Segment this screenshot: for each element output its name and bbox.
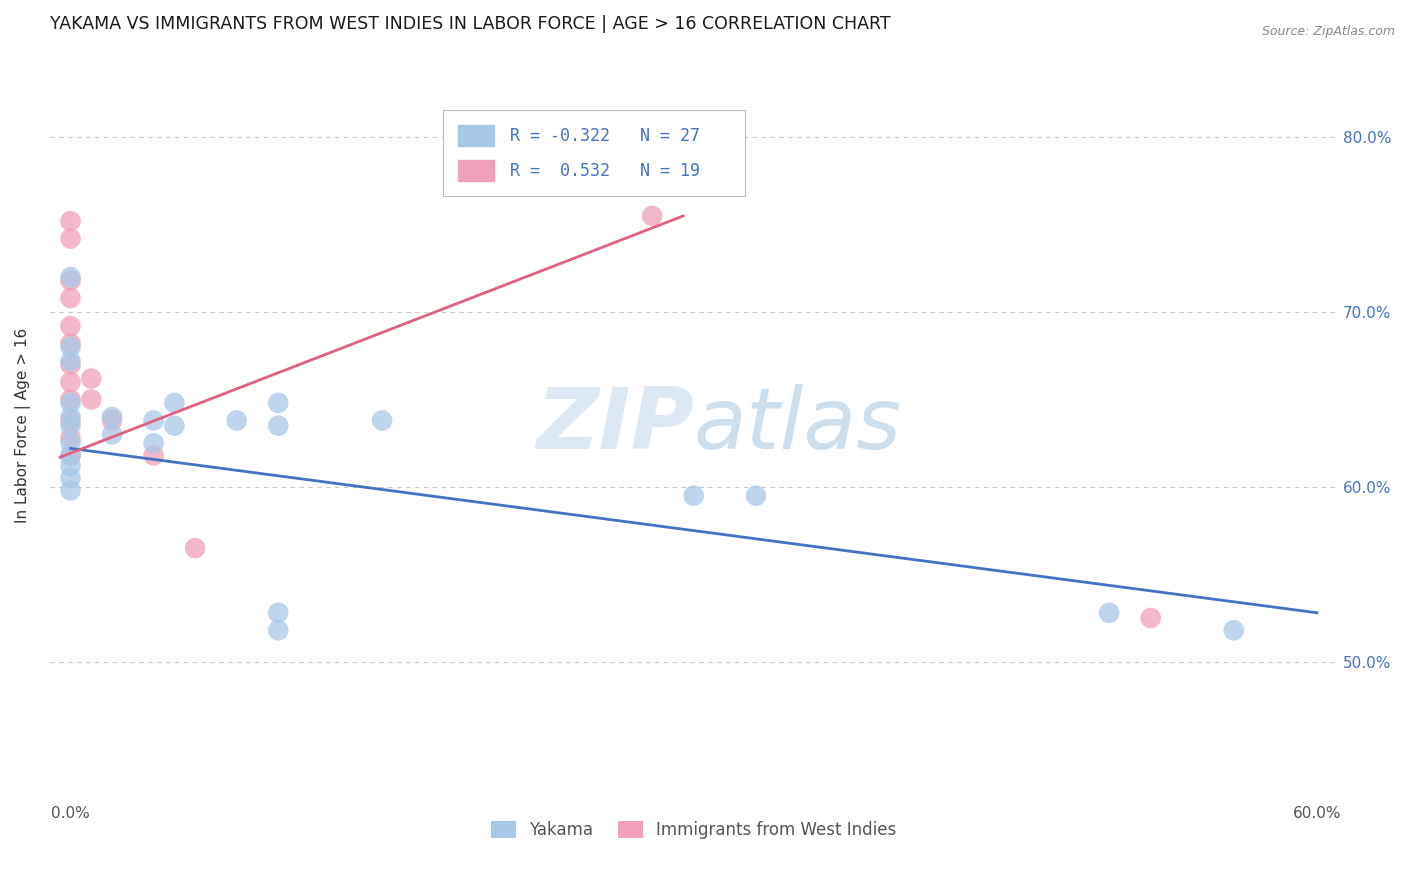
Point bbox=[163, 418, 186, 433]
Point bbox=[267, 396, 290, 410]
Point bbox=[59, 336, 82, 351]
Point bbox=[59, 214, 82, 228]
Point bbox=[59, 449, 82, 463]
Point bbox=[59, 458, 82, 473]
Point bbox=[59, 396, 82, 410]
Point bbox=[59, 471, 82, 485]
Point bbox=[1098, 606, 1121, 620]
Point bbox=[59, 354, 82, 368]
Point bbox=[163, 396, 186, 410]
Point bbox=[80, 371, 103, 385]
Point bbox=[225, 413, 247, 427]
Y-axis label: In Labor Force | Age > 16: In Labor Force | Age > 16 bbox=[15, 328, 31, 524]
Point bbox=[59, 413, 82, 427]
Point bbox=[142, 413, 165, 427]
Point bbox=[745, 489, 768, 503]
Point bbox=[267, 606, 290, 620]
Point bbox=[142, 436, 165, 450]
Point bbox=[267, 418, 290, 433]
Point bbox=[59, 431, 82, 445]
Point bbox=[59, 319, 82, 334]
Point bbox=[101, 427, 124, 442]
Point bbox=[59, 232, 82, 246]
Text: ZIP: ZIP bbox=[536, 384, 693, 467]
FancyBboxPatch shape bbox=[458, 125, 494, 146]
Point bbox=[59, 449, 82, 463]
Text: YAKAMA VS IMMIGRANTS FROM WEST INDIES IN LABOR FORCE | AGE > 16 CORRELATION CHAR: YAKAMA VS IMMIGRANTS FROM WEST INDIES IN… bbox=[49, 15, 890, 33]
Point bbox=[1139, 611, 1161, 625]
Point bbox=[371, 413, 394, 427]
Point bbox=[59, 270, 82, 285]
Point bbox=[59, 409, 82, 424]
Point bbox=[59, 274, 82, 288]
Point bbox=[142, 449, 165, 463]
Point bbox=[59, 418, 82, 433]
Point bbox=[80, 392, 103, 407]
FancyBboxPatch shape bbox=[443, 110, 745, 196]
Point bbox=[59, 291, 82, 305]
Text: R =  0.532   N = 19: R = 0.532 N = 19 bbox=[509, 161, 700, 180]
Point bbox=[59, 358, 82, 372]
Point bbox=[101, 409, 124, 424]
Point bbox=[1223, 624, 1246, 638]
Text: atlas: atlas bbox=[693, 384, 901, 467]
Text: R = -0.322   N = 27: R = -0.322 N = 27 bbox=[509, 127, 700, 145]
Point bbox=[59, 483, 82, 498]
Point bbox=[267, 624, 290, 638]
FancyBboxPatch shape bbox=[458, 161, 494, 181]
Point bbox=[184, 541, 207, 555]
Point bbox=[59, 436, 82, 450]
Point bbox=[59, 375, 82, 389]
Point bbox=[59, 392, 82, 407]
Point bbox=[101, 413, 124, 427]
Text: Source: ZipAtlas.com: Source: ZipAtlas.com bbox=[1261, 25, 1395, 38]
Point bbox=[682, 489, 704, 503]
Point bbox=[641, 209, 664, 223]
Legend: Yakama, Immigrants from West Indies: Yakama, Immigrants from West Indies bbox=[484, 814, 903, 846]
Point bbox=[59, 340, 82, 354]
